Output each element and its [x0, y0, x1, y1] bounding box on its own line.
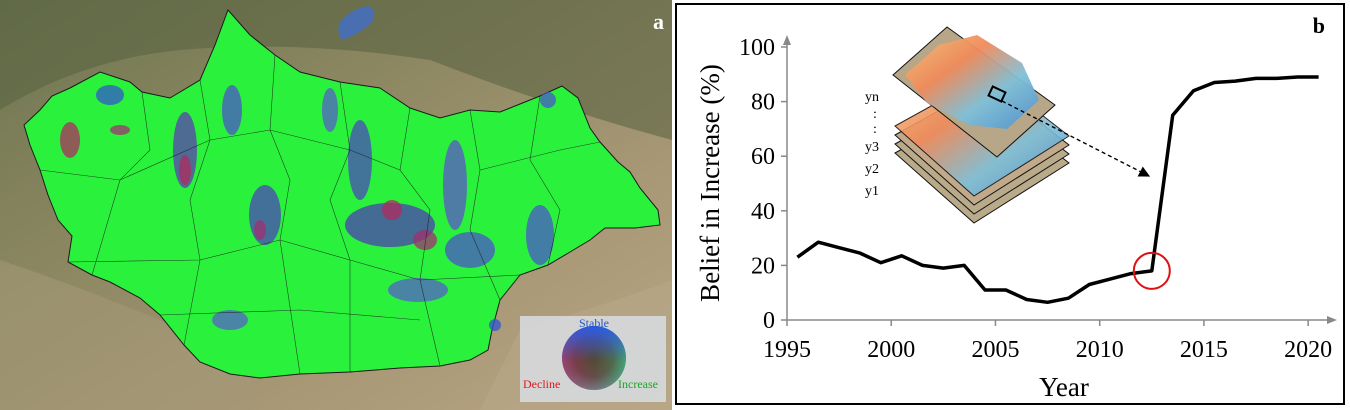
inset-pixel: [987, 85, 1007, 103]
x-tick-label: 2015: [1180, 337, 1228, 363]
panel-a-map: a Stable Decline Increase: [0, 0, 672, 410]
inset-label-y3: y3: [865, 140, 879, 155]
line-chart: 0 20 40 60 80 100 1995 2000 2005 2010 2015 2020 Be…: [695, 13, 1337, 402]
color-legend: Stable Decline Increase: [520, 316, 666, 402]
inset-label-dots-1: :: [873, 107, 877, 122]
x-axis-label: Year: [1039, 372, 1089, 402]
inset-layers: yn : : y3 y2 y1: [865, 26, 1151, 224]
x-tick-label: 2020: [1284, 337, 1332, 363]
x-ticks: 1995 2000 2005 2010 2015 2020: [763, 320, 1332, 363]
legend-decline: Decline: [523, 377, 560, 391]
x-tick-label: 2010: [1076, 337, 1124, 363]
series-line: [796, 75, 1319, 305]
inset-label-y2: y2: [865, 162, 879, 177]
y-tick-label: 60: [751, 144, 775, 170]
decline-patches: [60, 122, 437, 250]
y-tick-label: 20: [751, 253, 775, 279]
y-tick-label: 100: [739, 35, 775, 61]
inset-label-y1: y1: [865, 184, 879, 199]
y-tick-label: 40: [751, 199, 775, 225]
inset-label-dots-2: :: [873, 122, 877, 137]
y-tick-label: 0: [763, 308, 775, 334]
y-tick-label: 80: [751, 90, 775, 116]
x-tick-label: 1995: [763, 337, 811, 363]
annotation-circle: [1132, 251, 1171, 290]
x-tick-label: 2000: [867, 337, 915, 363]
panel-b-chart: 0 20 40 60 80 100 1995 2000 2005 2010 2015 2020 Be…: [675, 3, 1345, 405]
inset-arrow: [1001, 100, 1151, 177]
country-map: [23, 9, 661, 379]
lake-icon: [338, 6, 375, 40]
y-ticks: 0 20 40 60 80 100: [739, 35, 787, 334]
panel-a-label: a: [653, 9, 664, 34]
legend-increase: Increase: [618, 377, 658, 391]
x-tick-label: 2005: [971, 337, 1019, 363]
inset-label-yn: yn: [865, 90, 879, 105]
panel-b-label: b: [1313, 13, 1325, 38]
chart-axes: [783, 35, 1337, 324]
y-axis-label: Belief in Increase (%): [695, 64, 725, 302]
province-borders: [39, 54, 601, 375]
legend-stable: Stable: [579, 316, 609, 330]
inset-year-labels: yn : : y3 y2 y1: [865, 90, 879, 199]
map-svg: a Stable Decline Increase: [0, 0, 672, 410]
